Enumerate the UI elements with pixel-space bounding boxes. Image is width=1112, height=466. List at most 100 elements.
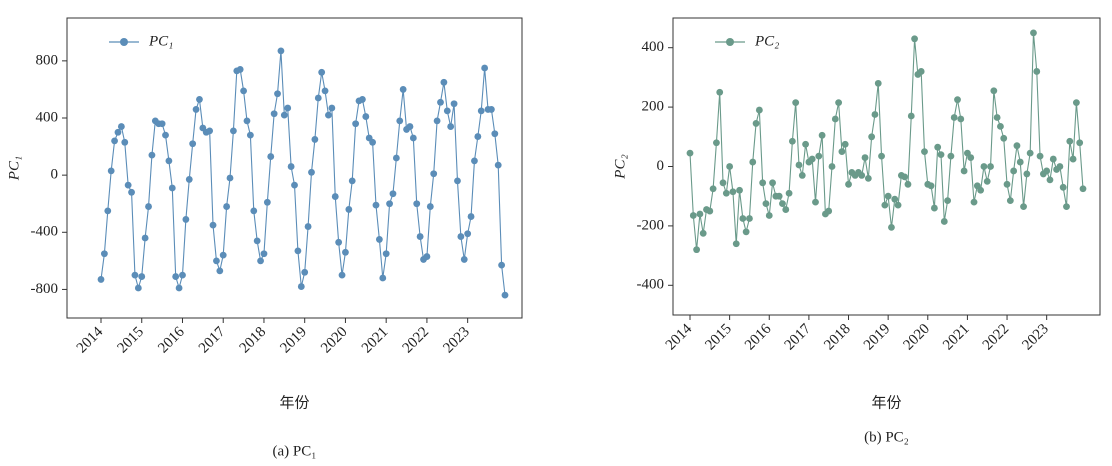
y-tick-label: -400 xyxy=(31,224,59,240)
data-point xyxy=(206,127,214,135)
data-point xyxy=(396,117,404,125)
data-point xyxy=(739,215,747,222)
legend-label: PC₂ xyxy=(754,33,779,49)
data-point xyxy=(501,291,509,299)
data-point xyxy=(437,98,444,106)
data-point xyxy=(713,139,720,147)
data-point xyxy=(260,250,268,258)
data-point xyxy=(1003,180,1011,188)
data-point xyxy=(726,163,734,170)
data-point xyxy=(267,153,275,160)
data-point xyxy=(165,157,173,165)
data-point xyxy=(987,163,994,170)
data-point xyxy=(338,271,346,279)
data-point xyxy=(1066,137,1074,145)
data-point xyxy=(175,284,183,292)
data-point xyxy=(871,111,879,118)
x-tick-label: 2015 xyxy=(702,321,735,354)
data-point xyxy=(782,206,790,213)
data-point xyxy=(818,131,826,139)
data-point xyxy=(1006,197,1014,205)
x-tick-label: 2014 xyxy=(663,321,696,354)
data-point xyxy=(433,117,441,125)
data-point xyxy=(236,66,244,73)
data-point xyxy=(828,163,836,170)
data-point xyxy=(1000,134,1008,142)
data-point xyxy=(467,213,475,220)
data-point xyxy=(742,228,750,236)
data-point xyxy=(413,200,421,208)
data-point xyxy=(765,212,773,219)
data-point xyxy=(907,112,915,120)
data-point xyxy=(389,190,397,198)
data-point xyxy=(352,120,360,128)
x-tick-label: 2021 xyxy=(940,321,973,354)
data-point xyxy=(447,123,455,130)
data-point xyxy=(1059,183,1067,191)
data-point xyxy=(246,131,254,139)
data-point xyxy=(993,114,1001,121)
x-tick-label: 2022 xyxy=(400,324,433,357)
data-point xyxy=(878,152,885,160)
data-point xyxy=(901,173,909,181)
data-point xyxy=(808,155,816,163)
data-point xyxy=(732,240,740,248)
y-tick-label: 800 xyxy=(36,52,59,68)
data-point xyxy=(457,233,465,240)
data-point xyxy=(117,123,125,130)
data-point xyxy=(1072,99,1080,107)
y-axis-label: PC₂ xyxy=(612,154,628,179)
data-point xyxy=(399,86,407,93)
data-point xyxy=(709,185,717,193)
data-point xyxy=(752,120,760,127)
data-point xyxy=(1043,167,1051,175)
data-point xyxy=(189,140,197,148)
y-tick-label: 200 xyxy=(642,99,665,115)
x-tick-label: 2018 xyxy=(821,321,854,354)
data-point xyxy=(369,138,376,146)
data-point xyxy=(141,234,149,242)
data-point xyxy=(888,223,895,231)
data-point xyxy=(868,133,876,141)
caption: (a) PC₁ xyxy=(273,443,317,459)
data-point xyxy=(729,188,737,196)
data-point xyxy=(172,273,180,280)
x-tick-label: 2017 xyxy=(196,324,229,357)
data-point xyxy=(145,203,152,210)
data-point xyxy=(696,210,704,218)
data-point xyxy=(250,207,258,215)
data-point xyxy=(1026,149,1034,157)
data-point xyxy=(409,134,417,142)
data-point xyxy=(835,99,843,107)
data-point xyxy=(158,120,166,128)
x-tick-label: 2014 xyxy=(74,324,107,357)
data-point xyxy=(372,201,380,209)
data-point xyxy=(426,203,434,210)
data-point xyxy=(314,94,322,102)
data-point xyxy=(864,174,872,182)
data-point xyxy=(179,271,186,279)
series-line xyxy=(100,50,506,296)
data-point xyxy=(107,167,115,175)
data-point xyxy=(311,136,319,143)
x-tick-label: 2022 xyxy=(980,321,1013,354)
data-point xyxy=(406,123,414,130)
legend-label: PC₁ xyxy=(148,33,173,49)
data-point xyxy=(1069,155,1077,163)
data-point xyxy=(845,180,852,188)
data-point xyxy=(693,246,701,254)
data-point xyxy=(911,35,918,43)
data-point xyxy=(881,201,889,209)
x-tick-label: 2020 xyxy=(318,324,351,357)
data-point xyxy=(274,90,281,98)
data-point xyxy=(335,238,343,246)
data-point xyxy=(216,267,224,275)
x-tick-label: 2021 xyxy=(359,324,392,357)
data-point xyxy=(930,204,938,212)
caption: (b) PC₂ xyxy=(864,429,909,445)
data-point xyxy=(481,64,489,72)
data-point xyxy=(967,154,975,161)
data-point xyxy=(795,161,803,169)
legend-marker xyxy=(120,38,128,46)
data-point xyxy=(362,113,370,120)
